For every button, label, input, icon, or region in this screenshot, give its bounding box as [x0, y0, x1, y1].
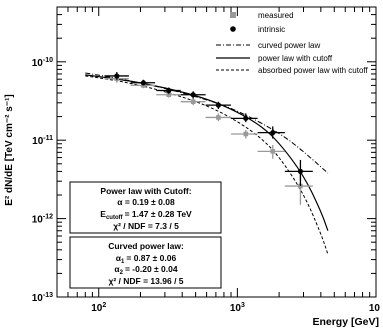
axis-tick-labels: 102 103 10 10-10 10-11 10-12 10-13 [32, 57, 381, 314]
y-tick-label: 10-12 [32, 214, 53, 226]
measured-point [166, 92, 172, 98]
intrinsic-point [190, 92, 196, 98]
measured-point [216, 115, 221, 120]
measured-point [141, 83, 146, 88]
legend-cutoff-label: power law with cutoff [258, 54, 333, 63]
legend-absorbed-label: absorbed power law with cutoff [258, 66, 368, 75]
fit-box-curved-frame [69, 236, 222, 289]
curve-power-law-with-cutoff [85, 74, 329, 231]
measured-point [190, 99, 196, 104]
intrinsic-point [114, 73, 120, 79]
intrinsic-point [166, 87, 172, 94]
legend-intrinsic-label: intrinsic [258, 25, 285, 34]
y-tick-label: 10-13 [32, 292, 53, 304]
measured-point [270, 149, 276, 154]
legend-measured-marker [230, 12, 236, 18]
y-tick-label: 10-11 [32, 135, 53, 147]
axis-ticks [56, 6, 377, 298]
measured-point [298, 183, 303, 189]
intrinsic-point [215, 102, 222, 108]
intrinsic-point [140, 80, 147, 86]
fit-box-curved-chi2: χ² / NDF = 13.96 / 5 [108, 276, 183, 286]
fit-box-cutoff-title: Power law with Cutoff: [100, 186, 191, 196]
fit-box-cutoff-frame [69, 181, 222, 234]
fit-box-curved-title: Curved power law: [108, 241, 184, 251]
curve-curved-power-law [85, 72, 329, 174]
legend-intrinsic-marker [230, 26, 236, 32]
x-tick-label: 10 [369, 303, 381, 314]
measured-point [243, 131, 249, 137]
fit-box-cutoff-alpha: α = 0.19 ± 0.08 [117, 197, 175, 207]
model-curves [85, 72, 329, 255]
x-axis-label: Energy [GeV] [312, 316, 379, 328]
intrinsic-point [297, 168, 304, 174]
x-tick-label: 102 [91, 302, 106, 314]
fit-box-curved-alpha2: α2 = -0.20 ± 0.04 [114, 264, 177, 276]
intrinsic-point [243, 115, 249, 121]
y-axis-label: E² dN/dE [TeV cm⁻² s⁻¹] [4, 94, 15, 206]
legend-measured-label: measured [258, 11, 294, 20]
data-points [104, 72, 313, 205]
y-tick-label: 10-10 [32, 57, 53, 69]
fit-box-cutoff: Power law with Cutoff: α = 0.19 ± 0.08 E… [69, 181, 222, 234]
fit-box-curved-alpha1: α1 = 0.87 ± 0.06 [116, 253, 177, 265]
fit-box-cutoff-chi2: χ² / NDF = 7.3 / 5 [113, 221, 179, 231]
intrinsic-point [270, 130, 276, 136]
x-tick-label: 103 [230, 302, 245, 314]
legend-curved-label: curved power law [258, 41, 320, 50]
curve-absorbed-power-law-with-cutoff [85, 75, 329, 255]
fit-box-cutoff-ecut: Ecutoff = 1.47 ± 0.28 TeV [100, 209, 192, 221]
fit-box-curved: Curved power law: α1 = 0.87 ± 0.06 α2 = -0… [69, 236, 222, 289]
legend: measured intrinsic curved power law powe… [216, 11, 368, 75]
